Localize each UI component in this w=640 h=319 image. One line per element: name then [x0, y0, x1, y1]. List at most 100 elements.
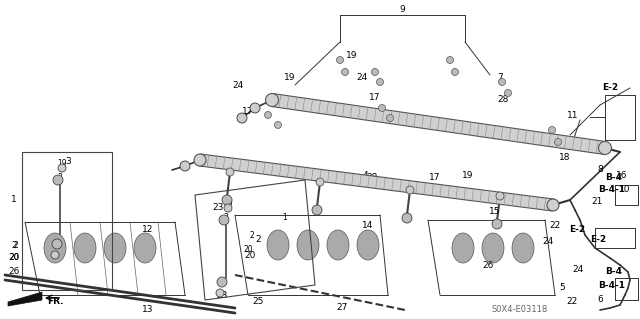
Text: 2: 2: [11, 241, 17, 249]
Text: 11: 11: [567, 110, 579, 120]
Circle shape: [224, 204, 232, 212]
Text: 17: 17: [429, 174, 441, 182]
Text: 9: 9: [399, 5, 405, 14]
Text: 17: 17: [369, 93, 381, 102]
Text: 2: 2: [255, 235, 261, 244]
Text: 19: 19: [284, 72, 296, 81]
Circle shape: [492, 219, 502, 229]
Circle shape: [53, 175, 63, 185]
Circle shape: [447, 56, 454, 63]
Ellipse shape: [267, 230, 289, 260]
Text: 19: 19: [346, 50, 358, 60]
Text: 20: 20: [243, 246, 253, 255]
Text: 1: 1: [11, 196, 17, 204]
Ellipse shape: [482, 233, 504, 263]
Text: 3: 3: [65, 158, 71, 167]
Text: 21: 21: [591, 197, 603, 206]
Circle shape: [52, 239, 62, 249]
Text: 16: 16: [616, 170, 628, 180]
Text: E-2: E-2: [602, 84, 618, 93]
Text: 23: 23: [212, 204, 224, 212]
Text: FR.: FR.: [47, 298, 63, 307]
Circle shape: [58, 164, 66, 172]
Text: 7: 7: [497, 73, 503, 83]
Circle shape: [402, 213, 412, 223]
Text: 17: 17: [464, 190, 476, 199]
Text: 24: 24: [572, 265, 584, 275]
Ellipse shape: [74, 233, 96, 263]
Text: 28: 28: [366, 173, 378, 182]
Ellipse shape: [134, 233, 156, 263]
Circle shape: [554, 138, 561, 145]
Ellipse shape: [452, 233, 474, 263]
Circle shape: [266, 93, 278, 107]
Text: 3: 3: [223, 213, 228, 222]
Circle shape: [216, 289, 224, 297]
Text: B-4: B-4: [605, 268, 623, 277]
Circle shape: [316, 178, 324, 186]
Ellipse shape: [327, 230, 349, 260]
Circle shape: [312, 205, 322, 215]
Text: 26: 26: [483, 261, 493, 270]
Circle shape: [499, 78, 506, 85]
Text: S0X4-E03118: S0X4-E03118: [492, 306, 548, 315]
Text: 23: 23: [216, 292, 228, 300]
Text: 27: 27: [336, 302, 348, 311]
Text: 20: 20: [244, 250, 256, 259]
Circle shape: [237, 113, 247, 123]
Circle shape: [264, 112, 271, 118]
Ellipse shape: [357, 230, 379, 260]
Text: 20: 20: [8, 254, 20, 263]
Text: 25: 25: [252, 298, 264, 307]
Circle shape: [342, 69, 349, 76]
Text: 15: 15: [489, 207, 500, 217]
Circle shape: [406, 186, 414, 194]
Text: 8: 8: [597, 166, 603, 174]
Text: 3: 3: [58, 174, 63, 182]
Circle shape: [219, 215, 229, 225]
Text: 22: 22: [549, 220, 561, 229]
Circle shape: [376, 78, 383, 85]
Text: 2: 2: [250, 231, 254, 240]
Circle shape: [371, 69, 378, 76]
Circle shape: [217, 277, 227, 287]
Circle shape: [548, 127, 556, 133]
Circle shape: [387, 115, 394, 122]
Text: 17: 17: [243, 108, 253, 116]
Text: 19: 19: [57, 159, 67, 167]
Text: 24: 24: [232, 80, 244, 90]
Text: 10: 10: [620, 186, 631, 195]
Text: 5: 5: [559, 284, 565, 293]
Text: 4: 4: [362, 170, 368, 180]
Circle shape: [451, 69, 458, 76]
Text: 2: 2: [13, 241, 19, 249]
Circle shape: [598, 142, 611, 154]
Circle shape: [226, 168, 234, 176]
Text: 1: 1: [283, 213, 287, 222]
Circle shape: [275, 122, 282, 129]
Circle shape: [378, 105, 385, 112]
Text: 18: 18: [559, 153, 571, 162]
Text: 24: 24: [356, 73, 367, 83]
Circle shape: [496, 192, 504, 200]
Circle shape: [180, 161, 190, 171]
Text: 19: 19: [223, 199, 233, 209]
Circle shape: [547, 199, 559, 211]
Text: B-4-1: B-4-1: [598, 280, 625, 290]
Circle shape: [250, 103, 260, 113]
Circle shape: [337, 56, 344, 63]
Text: 24: 24: [542, 238, 554, 247]
Polygon shape: [271, 93, 606, 154]
Circle shape: [504, 90, 511, 97]
Ellipse shape: [512, 233, 534, 263]
Bar: [22, 152, 112, 290]
Circle shape: [51, 251, 59, 259]
Text: E-2: E-2: [569, 226, 585, 234]
Text: B-4-1: B-4-1: [598, 186, 625, 195]
Ellipse shape: [44, 233, 66, 263]
Polygon shape: [199, 154, 554, 211]
Circle shape: [194, 154, 206, 166]
Circle shape: [222, 195, 232, 205]
Polygon shape: [8, 292, 42, 306]
Text: B-4: B-4: [605, 174, 623, 182]
